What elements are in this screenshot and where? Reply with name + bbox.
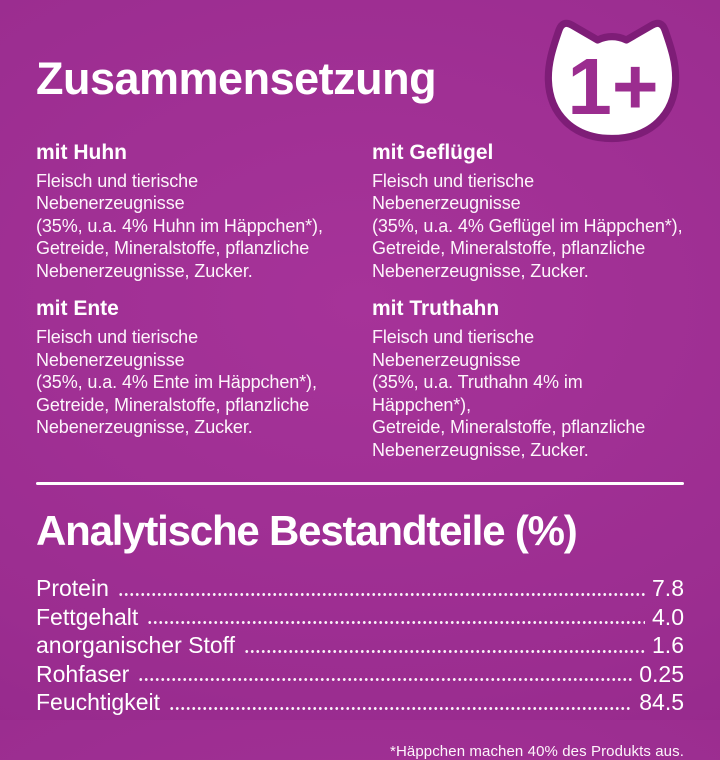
header: Zusammensetzung 1+ bbox=[36, 0, 684, 143]
row-value: 0.25 bbox=[639, 660, 684, 687]
analysis-table: Protein 7.8 Fettgehalt 4.0 anorganischer… bbox=[36, 574, 684, 717]
composition-section: mit Huhn Fleisch und tierische Nebenerze… bbox=[36, 141, 684, 462]
dot-leader bbox=[147, 602, 646, 632]
cat-head-icon: 1+ bbox=[544, 19, 680, 143]
table-row: anorganischer Stoff 1.6 bbox=[36, 631, 684, 660]
variant-title: mit Geflügel bbox=[372, 140, 494, 164]
variant-gefluegel: mit Geflügel Fleisch und tierische Neben… bbox=[372, 141, 684, 283]
row-label: Protein bbox=[36, 575, 109, 602]
variant-huhn: mit Huhn Fleisch und tierische Nebenerze… bbox=[36, 141, 348, 283]
row-label: Fettgehalt bbox=[36, 603, 139, 630]
section-divider bbox=[36, 482, 684, 486]
variant-title: mit Ente bbox=[36, 297, 119, 321]
row-value: 7.8 bbox=[652, 575, 684, 602]
dot-leader bbox=[117, 574, 646, 603]
row-value: 84.5 bbox=[639, 689, 684, 716]
variant-ingredients: Fleisch und tierische Nebenerzeugnisse (… bbox=[372, 327, 646, 460]
variant-ente: mit Ente Fleisch und tierische Nebenerze… bbox=[36, 297, 348, 461]
row-label: Feuchtigkeit bbox=[36, 689, 161, 716]
table-row: Rohfaser 0.25 bbox=[36, 659, 684, 689]
table-row: Feuchtigkeit 84.5 bbox=[36, 688, 684, 717]
variant-ingredients: Fleisch und tierische Nebenerzeugnisse (… bbox=[36, 327, 317, 438]
dot-leader bbox=[138, 659, 633, 689]
badge-age-label: 1+ bbox=[567, 42, 658, 131]
variant-title: mit Truthahn bbox=[372, 297, 500, 321]
row-label: Rohfaser bbox=[36, 660, 130, 687]
dot-leader bbox=[244, 631, 646, 660]
page-title: Zusammensetzung bbox=[36, 53, 437, 104]
analysis-title: Analytische Bestandteile (%) bbox=[36, 507, 578, 555]
dot-leader bbox=[169, 688, 633, 717]
variant-ingredients: Fleisch und tierische Nebenerzeugnisse (… bbox=[36, 170, 323, 281]
variant-truthahn: mit Truthahn Fleisch und tierische Neben… bbox=[372, 297, 684, 461]
table-row: Protein 7.8 bbox=[36, 574, 684, 603]
row-label: anorganischer Stoff bbox=[36, 632, 236, 659]
row-value: 1.6 bbox=[652, 632, 684, 659]
table-row: Fettgehalt 4.0 bbox=[36, 602, 684, 632]
cat-age-badge: 1+ bbox=[534, 14, 690, 144]
package-label: Zusammensetzung 1+ mit Huhn Fleisch und … bbox=[36, 0, 684, 717]
variant-ingredients: Fleisch und tierische Nebenerzeugnisse (… bbox=[372, 170, 683, 281]
row-value: 4.0 bbox=[652, 603, 684, 630]
variant-title: mit Huhn bbox=[36, 140, 127, 164]
footnote: *Häppchen machen 40% des Produkts aus. bbox=[390, 742, 684, 760]
